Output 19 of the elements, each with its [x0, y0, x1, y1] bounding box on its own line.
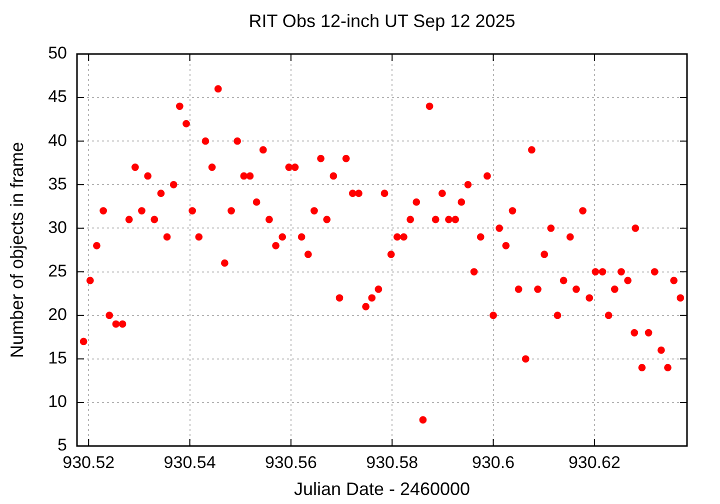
y-tick-label: 5 — [58, 436, 67, 455]
x-tick-label: 930.62 — [568, 452, 620, 472]
y-tick-label: 30 — [48, 218, 67, 237]
y-tick-label: 45 — [48, 87, 67, 106]
y-axis-title: Number of objects in frame — [6, 142, 27, 358]
y-tick-label: 20 — [48, 305, 67, 324]
y-tick-label: 50 — [48, 44, 67, 63]
x-tick-label: 930.56 — [264, 452, 317, 472]
x-tick-label: 930.54 — [164, 452, 216, 472]
y-tick-label: 10 — [48, 392, 67, 412]
chart-title: RIT Obs 12-inch UT Sep 12 2025 — [248, 10, 516, 31]
y-tick-label: 25 — [48, 261, 67, 280]
y-tick-label: 35 — [48, 174, 67, 194]
y-tick-label: 15 — [48, 348, 67, 368]
x-tick-label: 930.52 — [62, 452, 115, 472]
y-tick-label: 40 — [48, 130, 67, 150]
x-tick-label: 930.58 — [366, 452, 418, 472]
x-axis-title: Julian Date - 2460000 — [294, 479, 470, 500]
x-tick-label: 930.6 — [472, 452, 515, 472]
